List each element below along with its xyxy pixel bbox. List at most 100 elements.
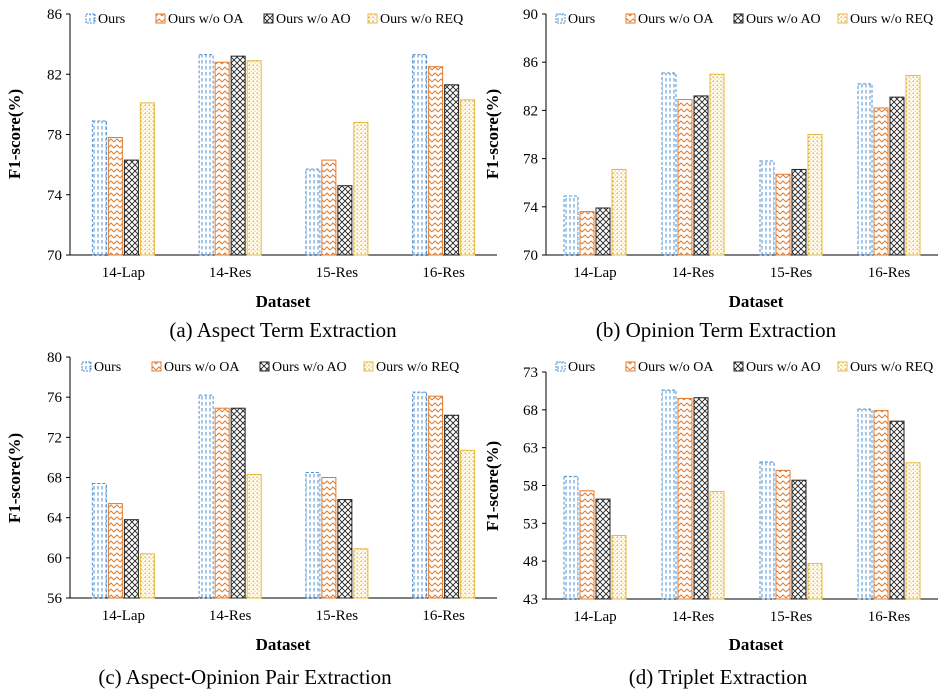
x-tick-label: 14-Lap (573, 265, 616, 281)
chart-caption: (c) Aspect-Opinion Pair Extraction (98, 665, 392, 689)
legend-label-3: Ours w/o AO (272, 360, 347, 375)
bar-1-3 (305, 471, 321, 599)
bar-1-4 (857, 83, 873, 256)
bar-4-1 (611, 168, 627, 256)
bar-3-2 (693, 397, 709, 600)
chart-caption: (d) Triplet Extraction (629, 665, 808, 689)
legend-swatch-4 (837, 361, 848, 372)
chart-panel-a: (a) Aspect Term Extraction Dataset F1-sc… (5, 7, 497, 342)
legend-swatch-1 (85, 13, 96, 24)
chart-caption: (a) Aspect Term Extraction (169, 318, 397, 342)
bar-1-3 (305, 168, 321, 256)
legend-label-1: Ours (98, 12, 125, 27)
x-tick-label: 14-Lap (573, 609, 616, 625)
y-tick-label: 78 (523, 152, 538, 168)
y-tick-label: 73 (523, 365, 538, 381)
x-tick-label: 16-Res (868, 609, 911, 625)
bar-3-4 (444, 84, 460, 256)
bar-3-3 (337, 185, 353, 256)
bar-3-3 (337, 499, 353, 599)
legend-swatch-3 (733, 13, 744, 24)
x-tick-label: 15-Res (770, 265, 813, 281)
bar-3-2 (230, 407, 246, 599)
bar-1-2 (661, 389, 677, 600)
y-tick-label: 68 (47, 471, 62, 487)
legend-label-2: Ours w/o OA (168, 12, 244, 27)
bar-2-2 (677, 99, 693, 256)
bar-3-4 (889, 420, 905, 600)
x-axis-label: Dataset (729, 292, 784, 311)
bar-3-1 (595, 207, 611, 256)
x-axis-label: Dataset (729, 635, 784, 654)
bar-4-2 (709, 73, 725, 256)
legend-swatch-4 (367, 13, 378, 24)
y-axis-label: F1-score(%) (483, 89, 502, 179)
legend-label-1: Ours (568, 12, 595, 27)
bar-1-3 (759, 461, 775, 600)
bar-2-1 (107, 137, 123, 256)
y-tick-label: 86 (523, 55, 539, 71)
y-tick-label: 53 (523, 516, 538, 532)
bar-4-2 (246, 60, 262, 256)
bar-1-2 (661, 72, 677, 256)
x-tick-label: 14-Res (672, 265, 715, 281)
legend-label-2: Ours w/o OA (638, 360, 714, 375)
chart-panel-d: (d) Triplet Extraction Dataset F1-score(… (483, 360, 938, 689)
bar-1-2 (198, 54, 214, 256)
bar-1-1 (91, 483, 107, 599)
bar-2-3 (321, 477, 337, 599)
bar-4-3 (807, 562, 823, 600)
x-tick-label: 16-Res (422, 608, 465, 624)
bar-3-2 (230, 55, 246, 256)
bar-2-3 (775, 173, 791, 256)
bar-3-2 (693, 95, 709, 256)
y-tick-label: 86 (47, 7, 63, 23)
bar-1-4 (412, 54, 428, 256)
y-axis-label: F1-score(%) (483, 441, 502, 531)
legend-swatch-3 (733, 361, 744, 372)
bar-4-2 (246, 473, 262, 599)
bar-3-1 (123, 519, 139, 599)
bar-2-3 (321, 159, 337, 256)
legend-swatch-3 (259, 361, 270, 372)
x-tick-label: 14-Res (209, 608, 252, 624)
y-tick-label: 76 (47, 390, 63, 406)
x-tick-label: 15-Res (316, 265, 359, 281)
bar-2-4 (873, 107, 889, 256)
legend-swatch-2 (625, 13, 636, 24)
bar-1-1 (563, 475, 579, 600)
chart-panel-c: (c) Aspect-Opinion Pair Extraction Datas… (5, 350, 497, 689)
legend-swatch-1 (81, 361, 92, 372)
x-tick-label: 15-Res (316, 608, 359, 624)
legend-swatch-4 (363, 361, 374, 372)
bar-2-2 (214, 407, 230, 599)
x-tick-label: 14-Lap (102, 265, 145, 281)
legend-label-2: Ours w/o OA (638, 12, 714, 27)
y-tick-label: 68 (523, 403, 538, 419)
y-tick-label: 78 (47, 128, 62, 144)
bar-1-3 (759, 160, 775, 256)
y-tick-label: 43 (523, 592, 538, 608)
bar-4-3 (353, 548, 369, 599)
legend-swatch-3 (263, 13, 274, 24)
y-tick-label: 70 (47, 248, 62, 264)
legend-swatch-1 (555, 13, 566, 24)
bar-2-1 (579, 211, 595, 256)
bar-3-4 (444, 414, 460, 599)
legend-label-1: Ours (568, 360, 595, 375)
x-tick-label: 14-Res (209, 265, 252, 281)
bar-2-2 (214, 61, 230, 256)
bar-4-3 (353, 121, 369, 256)
legend-label-3: Ours w/o AO (746, 360, 821, 375)
x-tick-label: 16-Res (422, 265, 465, 281)
bar-4-4 (905, 74, 921, 256)
bar-2-1 (107, 503, 123, 599)
legend-swatch-2 (625, 361, 636, 372)
legend-label-4: Ours w/o REQ (380, 12, 463, 27)
bar-4-4 (905, 462, 921, 600)
x-tick-label: 16-Res (868, 265, 911, 281)
bar-3-3 (791, 168, 807, 256)
x-axis-label: Dataset (256, 635, 311, 654)
legend-label-3: Ours w/o AO (746, 12, 821, 27)
